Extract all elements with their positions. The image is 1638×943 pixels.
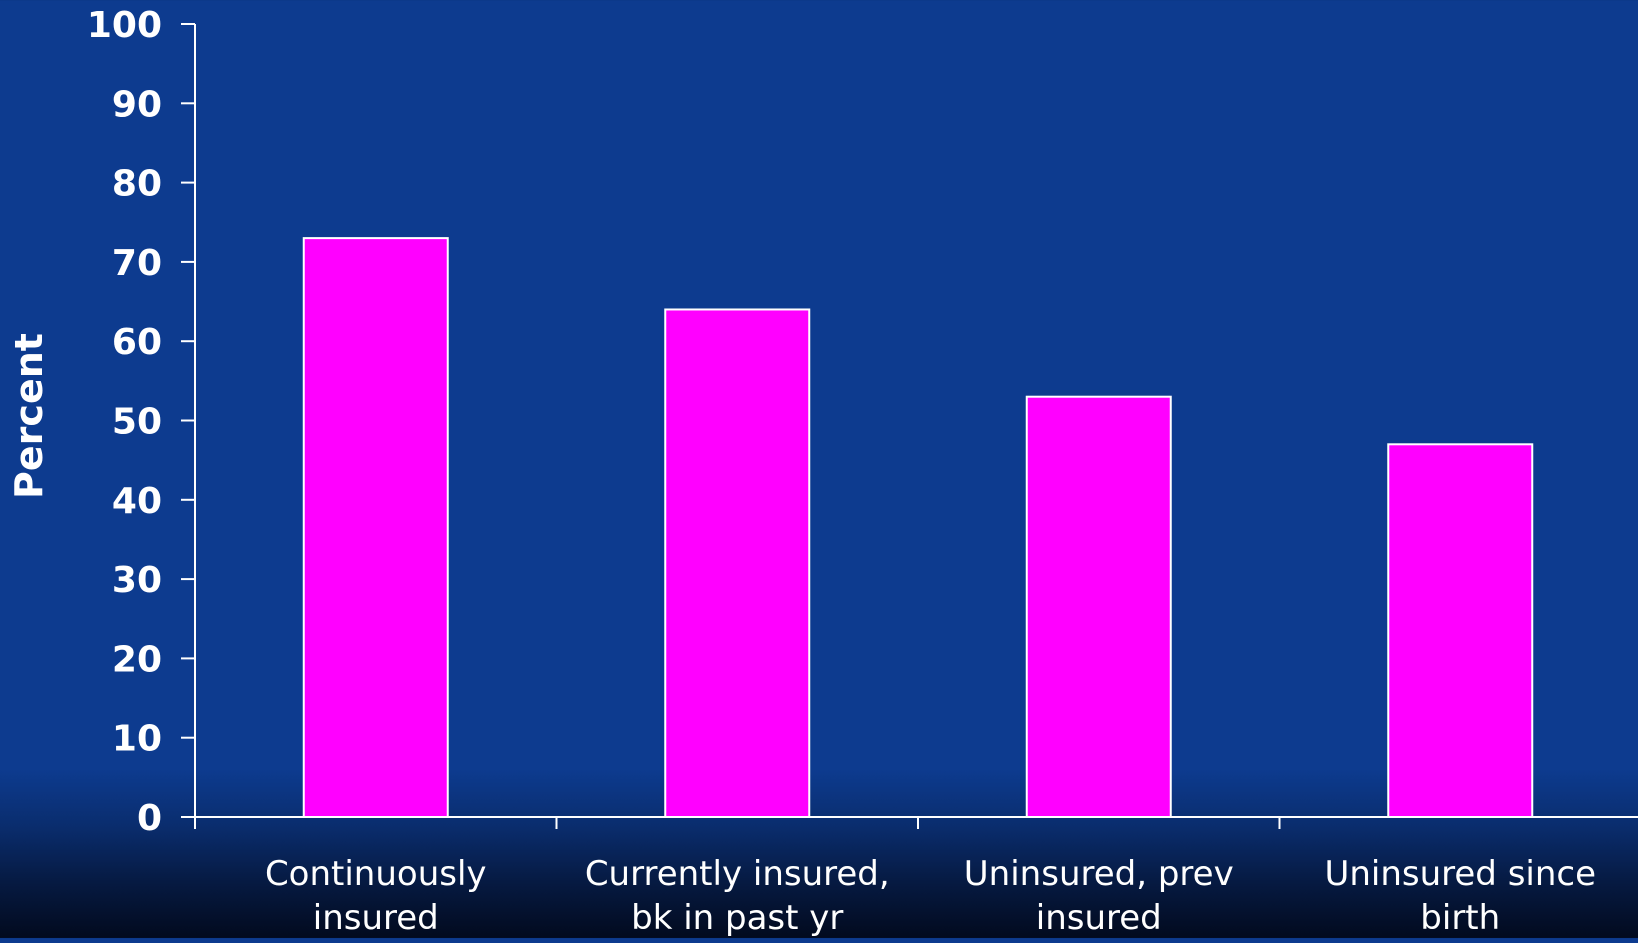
y-tick-label-90: 90	[112, 84, 162, 125]
y-tick-label-100: 100	[87, 5, 162, 46]
y-tick-label-60: 60	[112, 322, 162, 363]
bar-4	[1387, 443, 1534, 818]
bar-2	[664, 308, 811, 818]
bars-layer	[302, 237, 1534, 819]
y-tick-label-50: 50	[112, 402, 162, 443]
y-tick-label-10: 10	[112, 719, 162, 760]
y-tick-label-20: 20	[112, 639, 162, 680]
x-tick-label-1: Continuously insured	[265, 854, 487, 938]
x-tick-label-3: Uninsured, prev insured	[964, 854, 1234, 938]
x-tick-label-3-line-1: Uninsured, prev	[964, 854, 1234, 894]
x-tick-label-3-line-2: insured	[1036, 898, 1162, 938]
y-tick-label-30: 30	[112, 560, 162, 601]
x-tick-label-4: Uninsured since birth	[1324, 854, 1596, 938]
x-tick-label-4-line-1: Uninsured since	[1324, 854, 1596, 894]
x-tick-label-2: Currently insured, bk in past yr	[585, 854, 890, 938]
y-axis-title: Percent	[7, 333, 51, 499]
bar-3	[1025, 395, 1172, 818]
y-tick-label-80: 80	[112, 164, 162, 205]
x-tick-label-4-line-2: birth	[1420, 898, 1500, 938]
bar-1	[302, 237, 449, 819]
y-tick-label-40: 40	[112, 481, 162, 522]
x-tick-label-2-line-2: bk in past yr	[631, 898, 843, 938]
y-tick-label-70: 70	[112, 243, 162, 284]
x-tick-label-2-line-1: Currently insured,	[585, 854, 890, 894]
axes-layer	[181, 23, 1638, 829]
y-tick-label-0: 0	[137, 798, 162, 839]
x-tick-label-1-line-2: insured	[313, 898, 439, 938]
x-tick-label-1-line-1: Continuously	[265, 854, 487, 894]
